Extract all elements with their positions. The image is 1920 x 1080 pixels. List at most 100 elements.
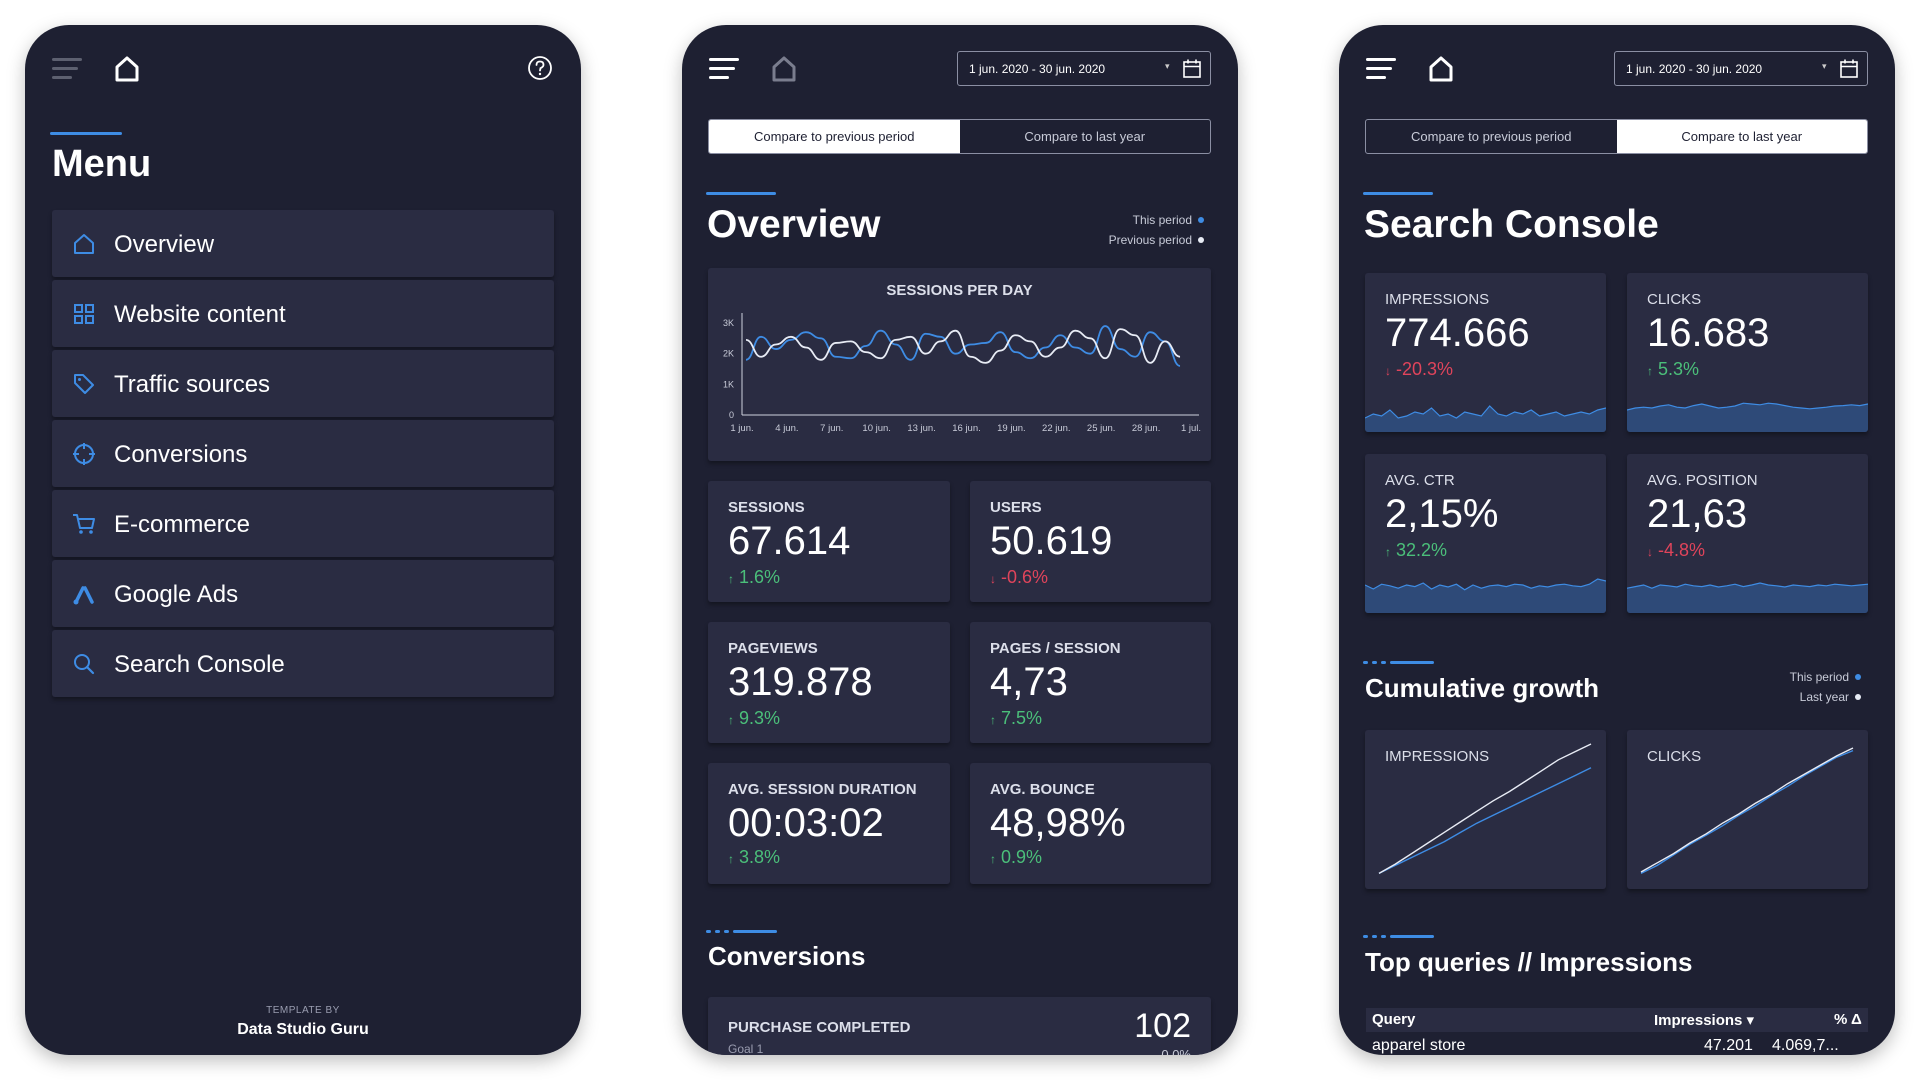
column-impressions[interactable]: Impressions ▾ bbox=[1654, 1012, 1755, 1029]
sparkline-line bbox=[1365, 578, 1606, 591]
menu-item-label: Conversions bbox=[114, 441, 248, 468]
menu-item-label: Search Console bbox=[114, 651, 285, 678]
kpi-card-avg-session-duration: AVG. SESSION DURATION 00:03:02 ↑ 3.8% bbox=[708, 763, 950, 884]
kpi-card-impressions: IMPRESSIONS 774.666 ↓ -20.3% bbox=[1365, 273, 1606, 432]
menu-item-e-commerce[interactable]: E-commerce bbox=[52, 490, 554, 557]
title-accent bbox=[706, 192, 776, 195]
kpi-label: IMPRESSIONS bbox=[1385, 291, 1490, 308]
dropdown-arrow-icon: ▾ bbox=[1165, 61, 1170, 71]
sparkline-area bbox=[1365, 579, 1606, 613]
arrow-up-icon: ↑ bbox=[728, 713, 734, 727]
kpi-change: ↑ 5.3% bbox=[1647, 359, 1700, 379]
menu-item-traffic-sources[interactable]: Traffic sources bbox=[52, 350, 554, 417]
hamburger-icon[interactable] bbox=[52, 58, 82, 80]
kpi-value: 774.666 bbox=[1385, 311, 1530, 355]
compare-last-year-button[interactable]: Compare to last year bbox=[1616, 120, 1867, 153]
menu-item-search-console[interactable]: Search Console bbox=[52, 630, 554, 697]
home-icon[interactable] bbox=[771, 55, 797, 83]
date-range-text: 1 jun. 2020 - 30 jun. 2020 bbox=[1626, 62, 1763, 76]
compare-last-year-button[interactable]: Compare to last year bbox=[1024, 129, 1146, 144]
top-bar: 1 jun. 2020 - 30 jun. 2020 ▾ bbox=[682, 25, 1238, 115]
chart-title: SESSIONS PER DAY bbox=[886, 282, 1033, 299]
series-previous-period-line bbox=[745, 328, 1181, 364]
page-title: Overview bbox=[707, 203, 881, 246]
home-icon bbox=[74, 234, 94, 254]
credit-name: Data Studio Guru bbox=[237, 1021, 369, 1038]
section-accent bbox=[1363, 935, 1437, 938]
date-range-picker[interactable]: 1 jun. 2020 - 30 jun. 2020 ▾ bbox=[957, 51, 1211, 86]
compare-toggle: Compare to previous period Compare to la… bbox=[708, 119, 1211, 154]
home-icon[interactable] bbox=[1428, 55, 1454, 83]
kpi-value: 319.878 bbox=[728, 660, 873, 704]
growth-card-impressions: IMPRESSIONS bbox=[1365, 730, 1606, 889]
impressions-sparkline bbox=[1365, 405, 1606, 432]
legend-last-year: Last year bbox=[1790, 687, 1861, 707]
kpi-label: PAGEVIEWS bbox=[728, 640, 818, 657]
menu-item-label: Website content bbox=[114, 301, 286, 328]
series-this-period-line bbox=[745, 325, 1181, 367]
column-query[interactable]: Query bbox=[1372, 1011, 1416, 1028]
table-header: Query Impressions ▾ % Δ bbox=[1366, 1008, 1868, 1032]
section-title: Cumulative growth bbox=[1365, 673, 1600, 703]
arrow-down-icon: ↓ bbox=[1385, 364, 1391, 378]
top-bar: 1 jun. 2020 - 30 jun. 2020 ▾ bbox=[1339, 25, 1895, 115]
menu-item-google-ads[interactable]: Google Ads bbox=[52, 560, 554, 627]
kpi-change: ↑ 7.5% bbox=[990, 708, 1043, 728]
compare-previous-period-button[interactable]: Compare to previous period bbox=[709, 120, 960, 153]
conversion-value: 102 bbox=[1134, 1007, 1191, 1045]
kpi-value: 16.683 bbox=[1647, 311, 1770, 355]
column-pct-change[interactable]: % Δ bbox=[1834, 1011, 1862, 1028]
section-accent bbox=[1363, 661, 1437, 664]
kpi-card-pages-per-session: PAGES / SESSION 4,73 ↑ 7.5% bbox=[970, 622, 1211, 743]
y-tick-label: 2K bbox=[723, 349, 734, 359]
x-tick-label: 7 jun. bbox=[820, 423, 843, 434]
kpi-card-sessions: SESSIONS 67.614 ↑ 1.6% bbox=[708, 481, 950, 602]
growth-legend: This period Last year bbox=[1790, 667, 1861, 707]
kpi-change: ↓ -4.8% bbox=[1647, 540, 1706, 560]
title-accent bbox=[1363, 192, 1433, 195]
hamburger-icon[interactable] bbox=[1366, 58, 1396, 80]
section-title: Conversions bbox=[708, 941, 866, 971]
compare-toggle: Compare to previous period Compare to la… bbox=[1365, 119, 1868, 154]
kpi-change: ↑ 0.9% bbox=[990, 847, 1043, 867]
date-range-picker[interactable]: 1 jun. 2020 - 30 jun. 2020 ▾ bbox=[1614, 51, 1868, 86]
kpi-label: AVG. CTR bbox=[1385, 472, 1455, 489]
conversion-rate: 0.0% bbox=[1161, 1047, 1191, 1055]
kpi-change: ↑ 1.6% bbox=[728, 567, 781, 587]
sparkline-line bbox=[1627, 582, 1868, 589]
menu-item-website-content[interactable]: Website content bbox=[52, 280, 554, 347]
legend-previous-period: Previous period bbox=[1109, 230, 1204, 250]
position-sparkline bbox=[1627, 582, 1868, 613]
compare-previous-period-button[interactable]: Compare to previous period bbox=[1411, 129, 1572, 144]
hamburger-icon[interactable] bbox=[709, 58, 739, 80]
row-impressions: 47.201 bbox=[1704, 1037, 1753, 1054]
dropdown-arrow-icon: ▾ bbox=[1822, 61, 1827, 71]
search-console-screen: 1 jun. 2020 - 30 jun. 2020 ▾ Compare to … bbox=[1339, 25, 1895, 1055]
arrow-up-icon: ↑ bbox=[1385, 545, 1391, 559]
home-icon[interactable] bbox=[114, 55, 140, 83]
calendar-icon[interactable] bbox=[1839, 58, 1859, 79]
x-tick-label: 13 jun. bbox=[907, 423, 936, 434]
menu-item-conversions[interactable]: Conversions bbox=[52, 420, 554, 487]
kpi-card-avg-position: AVG. POSITION 21,63 ↓ -4.8% bbox=[1627, 454, 1868, 613]
clicks-sparkline bbox=[1627, 402, 1868, 432]
x-tick-label: 10 jun. bbox=[862, 423, 891, 434]
arrow-down-icon: ↓ bbox=[990, 572, 996, 586]
menu-item-overview[interactable]: Overview bbox=[52, 210, 554, 277]
page-title: Menu bbox=[52, 143, 152, 185]
chart-legend: This period Previous period bbox=[1109, 210, 1204, 250]
help-icon[interactable] bbox=[527, 55, 553, 81]
impressions-growth-chart bbox=[1378, 743, 1592, 875]
kpi-value: 48,98% bbox=[990, 801, 1126, 845]
kpi-card-avg-ctr: AVG. CTR 2,15% ↑ 32.2% bbox=[1365, 454, 1606, 613]
x-tick-label: 19 jun. bbox=[997, 423, 1026, 434]
growth-label: IMPRESSIONS bbox=[1385, 748, 1490, 765]
x-tick-label: 16 jun. bbox=[952, 423, 981, 434]
kpi-label: AVG. POSITION bbox=[1647, 472, 1758, 489]
kpi-label: SESSIONS bbox=[728, 499, 805, 516]
x-tick-label: 1 jul. bbox=[1181, 423, 1201, 434]
series-this-period-line bbox=[1378, 767, 1592, 875]
sparkline-area bbox=[1627, 403, 1868, 432]
kpi-card-pageviews: PAGEVIEWS 319.878 ↑ 9.3% bbox=[708, 622, 950, 743]
calendar-icon[interactable] bbox=[1182, 58, 1202, 79]
